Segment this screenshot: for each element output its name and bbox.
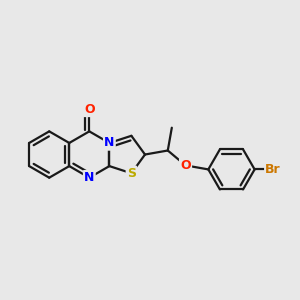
Text: Br: Br xyxy=(265,163,281,176)
Text: O: O xyxy=(180,159,191,172)
Text: O: O xyxy=(84,103,94,116)
Text: S: S xyxy=(127,167,136,180)
Text: N: N xyxy=(84,171,94,184)
Text: N: N xyxy=(104,136,115,149)
